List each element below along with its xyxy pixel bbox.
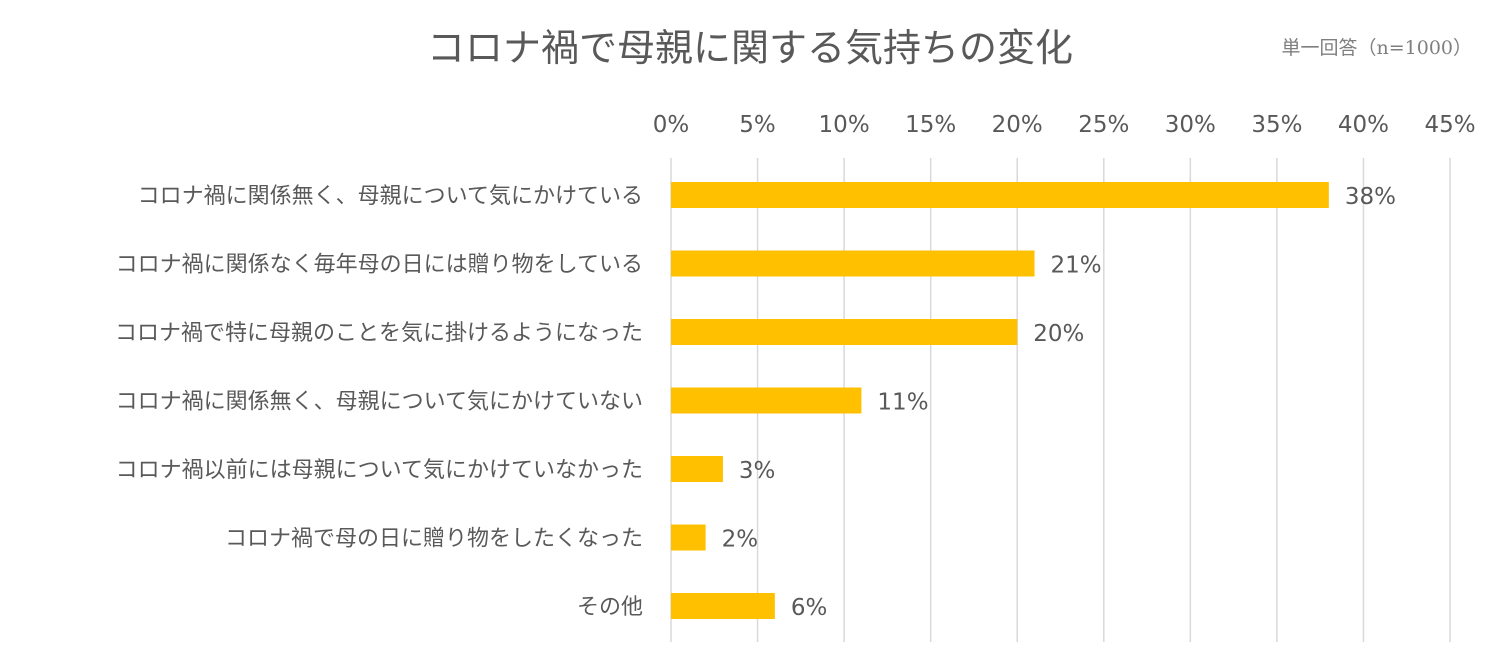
bar bbox=[671, 250, 1035, 277]
sample-note: 単一回答（n=1000） bbox=[1281, 37, 1472, 59]
bar bbox=[671, 182, 1329, 208]
category-label: コロナ禍で母の日に贈り物をしたくなった bbox=[225, 527, 643, 552]
data-label: 2% bbox=[722, 527, 759, 553]
data-label: 38% bbox=[1345, 184, 1396, 210]
x-tick-label: 15% bbox=[905, 112, 956, 138]
chart-title: コロナ禍で母親に関する気持ちの変化 bbox=[426, 26, 1073, 70]
x-tick-label: 45% bbox=[1424, 112, 1475, 138]
x-tick-label: 30% bbox=[1165, 112, 1216, 138]
x-tick-label: 35% bbox=[1251, 112, 1302, 138]
data-label: 21% bbox=[1051, 253, 1102, 279]
x-tick-label: 0% bbox=[653, 112, 690, 138]
bar bbox=[671, 456, 723, 482]
bar bbox=[671, 524, 706, 551]
category-label: コロナ禍で特に母親のことを気に掛けるようになった bbox=[115, 321, 643, 346]
x-tick-label: 10% bbox=[819, 112, 870, 138]
bar bbox=[671, 387, 862, 414]
bar bbox=[671, 593, 775, 619]
category-label: コロナ禍に関係なく毎年母の日には贈り物をしている bbox=[116, 253, 643, 278]
x-tick-label: 40% bbox=[1338, 112, 1389, 138]
data-label: 20% bbox=[1033, 321, 1084, 347]
x-tick-label: 5% bbox=[739, 112, 776, 138]
category-label: コロナ禍に関係無く、母親について気にかけていない bbox=[116, 390, 643, 415]
category-label: コロナ禍以前には母親について気にかけていなかった bbox=[116, 458, 643, 483]
bar bbox=[671, 319, 1018, 345]
category-label: その他 bbox=[577, 595, 643, 620]
data-label: 3% bbox=[739, 458, 776, 484]
x-tick-label: 25% bbox=[1078, 112, 1129, 138]
data-label: 11% bbox=[877, 390, 928, 416]
category-label: コロナ禍に関係無く、母親について気にかけている bbox=[138, 184, 643, 209]
x-tick-label: 20% bbox=[992, 112, 1043, 138]
data-label: 6% bbox=[791, 595, 828, 621]
